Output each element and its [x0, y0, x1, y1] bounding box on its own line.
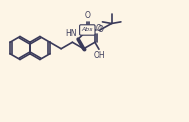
Text: OH: OH	[93, 51, 105, 60]
Text: O: O	[96, 24, 102, 33]
Text: Abs: Abs	[82, 27, 93, 32]
Text: O: O	[98, 25, 104, 35]
FancyBboxPatch shape	[80, 25, 95, 35]
Text: HN: HN	[66, 29, 77, 38]
Text: O: O	[84, 10, 90, 20]
